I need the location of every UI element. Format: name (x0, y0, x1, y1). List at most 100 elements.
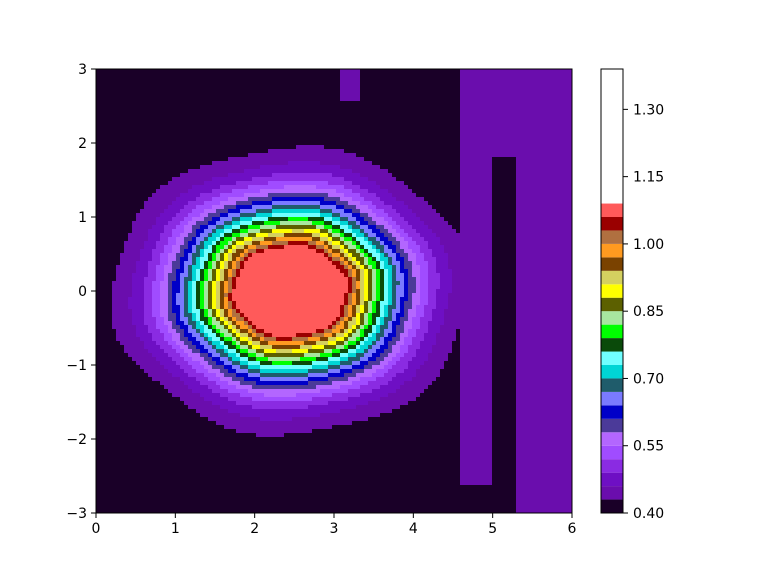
contour-cell (472, 153, 476, 157)
contour-cell (560, 273, 564, 277)
contour-cell (400, 317, 404, 321)
contour-cell (128, 241, 132, 245)
contour-cell (280, 277, 284, 281)
contour-cell (528, 233, 532, 237)
contour-cell (556, 321, 560, 325)
contour-cell (316, 225, 320, 229)
contour-cell (356, 293, 360, 297)
contour-cell (260, 217, 264, 221)
contour-cell (308, 185, 312, 189)
contour-cell (160, 281, 164, 285)
contour-cell (384, 177, 388, 181)
contour-cell (552, 325, 556, 329)
contour-cell (328, 301, 332, 305)
contour-cell (424, 237, 428, 241)
contour-cell (544, 85, 548, 89)
contour-cell (360, 205, 364, 209)
contour-cell (224, 173, 228, 177)
contour-cell (368, 245, 372, 249)
contour-cell (204, 301, 208, 305)
contour-cell (544, 233, 548, 237)
contour-cell (196, 177, 200, 181)
contour-cell (136, 245, 140, 249)
contour-cell (204, 281, 208, 285)
contour-cell (456, 317, 460, 321)
contour-cell (268, 325, 272, 329)
contour-cell (304, 273, 308, 277)
contour-cell (184, 229, 188, 233)
contour-cell (324, 317, 328, 321)
contour-cell (380, 289, 384, 293)
contour-cell (144, 221, 148, 225)
contour-cell (316, 209, 320, 213)
contour-cell (248, 233, 252, 237)
contour-cell (400, 213, 404, 217)
contour-cell (520, 325, 524, 329)
contour-cell (320, 269, 324, 273)
contour-cell (384, 233, 388, 237)
contour-cell (564, 285, 568, 289)
contour-cell (192, 245, 196, 249)
contour-cell (528, 253, 532, 257)
contour-cell (384, 285, 388, 289)
contour-cell (304, 149, 308, 153)
contour-cell (552, 317, 556, 321)
contour-cell (516, 317, 520, 321)
contour-cell (120, 329, 124, 333)
contour-cell (524, 157, 528, 161)
contour-cell (536, 189, 540, 193)
contour-cell (484, 281, 488, 285)
contour-cell (200, 205, 204, 209)
contour-cell (496, 121, 500, 125)
contour-cell (184, 249, 188, 253)
contour-cell (220, 257, 224, 261)
contour-cell (276, 217, 280, 221)
contour-cell (228, 269, 232, 273)
contour-cell (320, 221, 324, 225)
contour-cell (168, 329, 172, 333)
contour-cell (548, 125, 552, 129)
contour-cell (448, 309, 452, 313)
contour-cell (396, 181, 400, 185)
contour-cell (240, 233, 244, 237)
contour-cell (292, 265, 296, 269)
contour-cell (400, 221, 404, 225)
contour-cell (488, 189, 492, 193)
contour-cell (216, 221, 220, 225)
contour-cell (168, 197, 172, 201)
contour-cell (352, 309, 356, 313)
contour-cell (560, 305, 564, 309)
contour-cell (268, 293, 272, 297)
contour-cell (292, 157, 296, 161)
contour-cell (548, 129, 552, 133)
contour-cell (248, 309, 252, 313)
contour-cell (368, 197, 372, 201)
contour-cell (316, 257, 320, 261)
contour-cell (548, 265, 552, 269)
contour-cell (156, 201, 160, 205)
contour-cell (264, 205, 268, 209)
contour-cell (268, 165, 272, 169)
contour-cell (124, 293, 128, 297)
contour-cell (200, 329, 204, 333)
contour-cell (268, 181, 272, 185)
contour-cell (432, 289, 436, 293)
contour-cell (388, 257, 392, 261)
contour-cell (316, 237, 320, 241)
contour-cell (492, 97, 496, 101)
contour-cell (340, 193, 344, 197)
contour-cell (556, 113, 560, 117)
contour-cell (408, 281, 412, 285)
contour-cell (244, 321, 248, 325)
contour-cell (176, 305, 180, 309)
contour-cell (356, 205, 360, 209)
contour-cell (280, 273, 284, 277)
contour-cell (496, 85, 500, 89)
contour-cell (276, 321, 280, 325)
contour-cell (344, 293, 348, 297)
contour-cell (148, 273, 152, 277)
contour-cell (552, 125, 556, 129)
contour-cell (452, 289, 456, 293)
contour-cell (248, 221, 252, 225)
contour-cell (352, 205, 356, 209)
